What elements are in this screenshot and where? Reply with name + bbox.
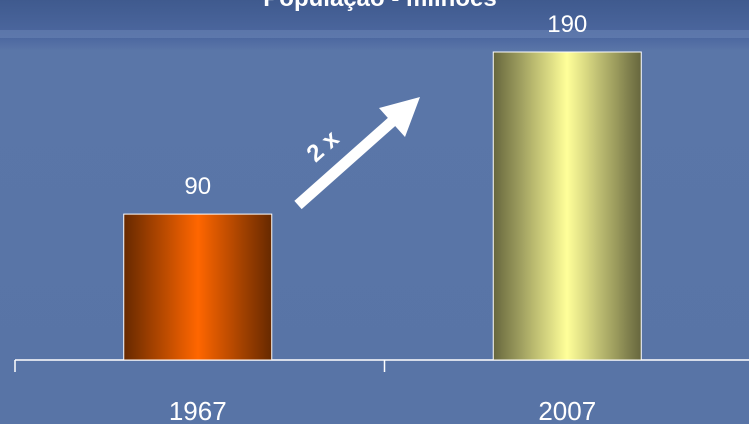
growth-arrow bbox=[294, 97, 420, 210]
arrow-head bbox=[379, 97, 420, 137]
x-tick-label: 2007 bbox=[538, 396, 596, 424]
bar-shade bbox=[123, 213, 273, 361]
bar-shade bbox=[492, 51, 642, 361]
top-band bbox=[0, 30, 749, 38]
arrow-shaft bbox=[294, 113, 400, 210]
data-label: 190 bbox=[547, 11, 587, 38]
x-tick-label: 1967 bbox=[169, 396, 227, 424]
chart-title: População - milhões bbox=[263, 0, 496, 12]
data-label: 90 bbox=[184, 173, 211, 200]
